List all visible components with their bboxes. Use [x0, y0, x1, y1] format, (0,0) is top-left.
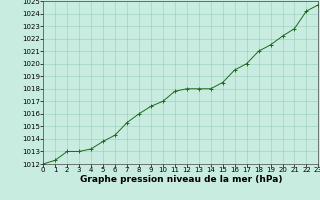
X-axis label: Graphe pression niveau de la mer (hPa): Graphe pression niveau de la mer (hPa) — [80, 175, 282, 184]
